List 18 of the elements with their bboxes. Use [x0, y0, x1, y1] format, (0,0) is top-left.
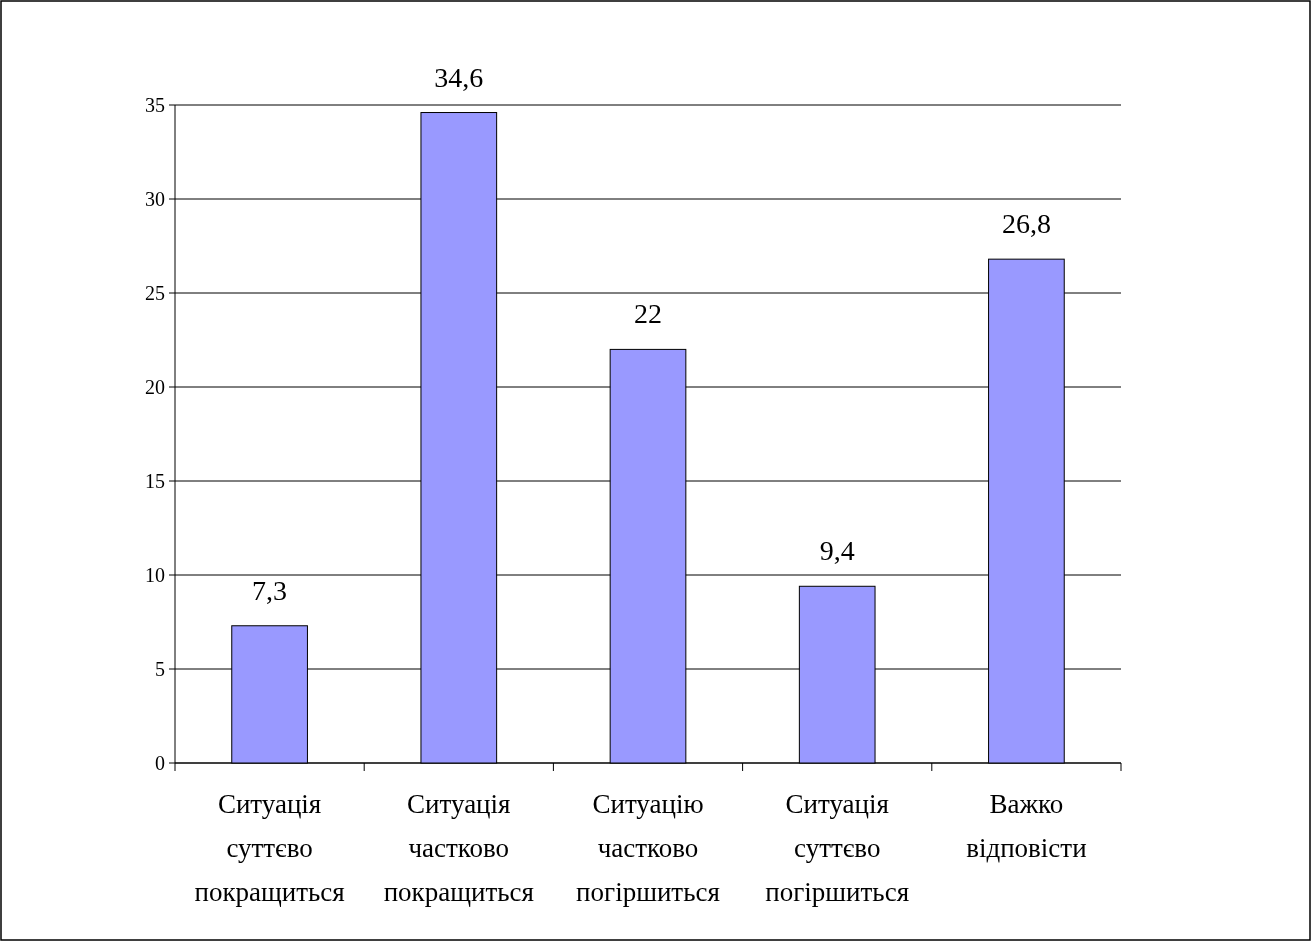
- x-tick-label: Ситуація суттєво погіршиться: [765, 789, 910, 907]
- y-tick-label: 0: [155, 752, 165, 774]
- x-tick-label: Ситуацію частково погіршиться: [576, 789, 720, 907]
- x-tick-label: Важко відповісти: [966, 789, 1087, 863]
- data-label: 26,8: [1001, 208, 1051, 240]
- y-tick-label: 35: [145, 94, 165, 116]
- data-label: 34,6: [434, 61, 484, 93]
- x-tick-label: Ситуація частково покращиться: [383, 789, 534, 907]
- data-label: 7,3: [252, 574, 288, 606]
- x-tick-label: Ситуація суттєво покращиться: [194, 789, 345, 907]
- data-label: 22: [634, 298, 662, 330]
- y-tick-label: 5: [155, 658, 165, 680]
- y-tick-label: 10: [145, 564, 165, 586]
- y-tick-label: 15: [145, 470, 165, 492]
- y-tick-label: 20: [145, 376, 165, 398]
- data-label: 9,4: [819, 535, 855, 567]
- y-tick-label: 25: [145, 282, 165, 304]
- y-tick-label: 30: [145, 188, 165, 210]
